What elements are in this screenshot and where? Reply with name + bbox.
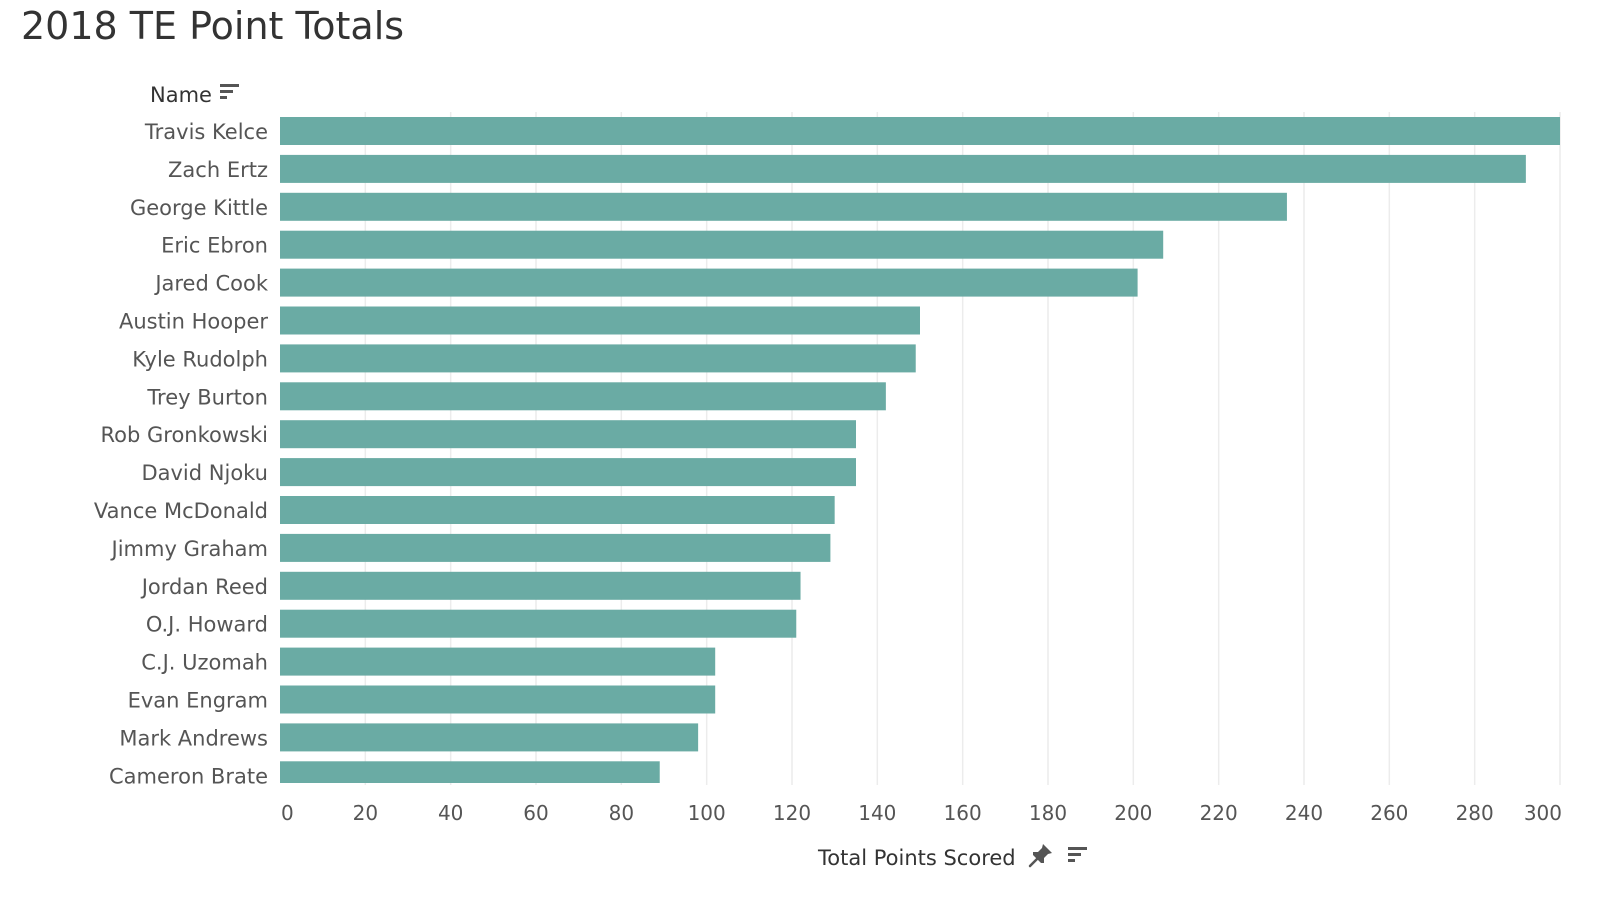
x-tick-label: 160 xyxy=(944,801,982,825)
bar[interactable] xyxy=(280,571,801,600)
category-label: Zach Ertz xyxy=(168,158,268,182)
bar[interactable] xyxy=(280,382,886,411)
x-tick-label: 260 xyxy=(1370,801,1408,825)
x-tick-labels: 0 20 40 60 80 100 120 140 160 180 200 220 240 260 280 3… xyxy=(281,801,1562,825)
category-label: O.J. Howard xyxy=(146,613,268,637)
x-tick-label: 100 xyxy=(688,801,726,825)
category-label: George Kittle xyxy=(130,196,268,220)
bar[interactable] xyxy=(280,192,1287,221)
bars xyxy=(280,117,1560,783)
category-label: Eric Ebron xyxy=(161,234,268,258)
x-tick-label: 80 xyxy=(609,801,634,825)
bar[interactable] xyxy=(280,723,699,752)
chart-title: 2018 TE Point Totals xyxy=(21,4,405,48)
bar[interactable] xyxy=(280,647,716,676)
x-tick-label: 40 xyxy=(438,801,463,825)
x-tick-label: 240 xyxy=(1285,801,1323,825)
gridlines xyxy=(364,112,1561,785)
x-tick-label: 200 xyxy=(1114,801,1152,825)
category-label: Vance McDonald xyxy=(94,499,268,523)
bar[interactable] xyxy=(280,685,716,714)
sort-descending-icon[interactable] xyxy=(219,82,240,107)
x-axis-header[interactable]: Total Points Scored xyxy=(818,842,1088,873)
bar[interactable] xyxy=(280,268,1138,297)
category-label: Travis Kelce xyxy=(144,120,268,144)
category-label: Kyle Rudolph xyxy=(132,347,268,371)
category-label: Cameron Brate xyxy=(109,764,268,788)
x-tick-label: 0 xyxy=(281,801,294,825)
category-label: Mark Andrews xyxy=(119,726,268,750)
bar[interactable] xyxy=(280,230,1164,259)
bar[interactable] xyxy=(280,458,856,487)
bar[interactable] xyxy=(280,154,1526,183)
x-tick-label: 300 xyxy=(1524,801,1562,825)
category-label: C.J. Uzomah xyxy=(141,651,268,675)
sort-descending-icon[interactable] xyxy=(1067,845,1088,870)
bar[interactable] xyxy=(280,533,831,562)
category-label: David Njoku xyxy=(141,461,268,485)
bar[interactable] xyxy=(280,117,1560,145)
category-label: Jordan Reed xyxy=(140,575,268,599)
category-label: Jimmy Graham xyxy=(110,537,268,561)
bar[interactable] xyxy=(280,609,797,638)
bar[interactable] xyxy=(280,344,916,373)
bar[interactable] xyxy=(280,496,835,524)
category-label: Austin Hooper xyxy=(119,310,268,334)
x-tick-label: 60 xyxy=(523,801,548,825)
category-label: Rob Gronkowski xyxy=(101,423,268,447)
category-label: Trey Burton xyxy=(146,385,268,409)
x-tick-label: 140 xyxy=(858,801,896,825)
x-tick-label: 120 xyxy=(773,801,811,825)
y-axis-label: Name xyxy=(150,82,212,107)
x-tick-label: 180 xyxy=(1029,801,1067,825)
y-axis-header[interactable]: Name xyxy=(150,82,240,107)
bar[interactable] xyxy=(280,761,660,783)
x-tick-label: 220 xyxy=(1200,801,1238,825)
category-labels: Travis Kelce Zach Ertz George Kittle Eric E… xyxy=(94,120,269,788)
bar[interactable] xyxy=(280,306,920,335)
pin-icon[interactable] xyxy=(1028,842,1054,873)
x-axis-label: Total Points Scored xyxy=(818,845,1016,870)
category-label: Jared Cook xyxy=(153,272,269,296)
bar[interactable] xyxy=(280,420,856,449)
category-label: Evan Engram xyxy=(128,689,268,713)
x-tick-label: 280 xyxy=(1456,801,1494,825)
x-tick-label: 20 xyxy=(353,801,378,825)
